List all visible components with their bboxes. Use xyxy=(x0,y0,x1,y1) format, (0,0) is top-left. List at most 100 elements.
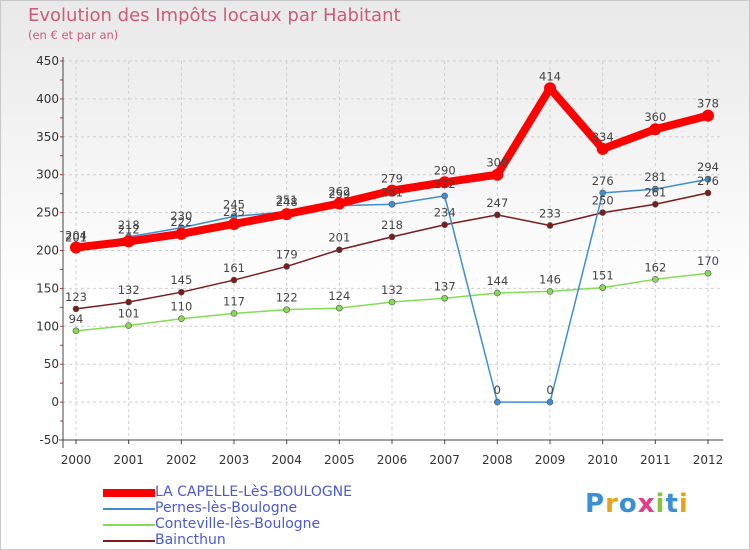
logo-letter: i xyxy=(655,489,666,519)
data-label: 0 xyxy=(546,383,553,397)
data-label: 272 xyxy=(434,177,456,191)
data-label: 117 xyxy=(223,294,245,308)
data-point xyxy=(652,185,659,193)
data-label: 290 xyxy=(434,163,456,177)
data-label: 334 xyxy=(592,130,614,144)
y-tick-label: 300 xyxy=(36,168,59,182)
data-point xyxy=(283,306,290,313)
data-point xyxy=(544,82,556,95)
legend-swatch-baincthun xyxy=(103,540,155,542)
x-tick-label: 2008 xyxy=(482,453,513,467)
series-la-capelle-l-s-boulogne xyxy=(70,82,714,254)
data-point xyxy=(230,310,238,317)
data-point xyxy=(438,176,451,189)
data-label: 235 xyxy=(223,205,245,219)
data-label: 144 xyxy=(486,274,508,288)
data-label: 233 xyxy=(539,206,561,220)
y-tick-label: -50 xyxy=(39,433,59,447)
data-label: 218 xyxy=(381,218,403,232)
x-tick-labels: 2000 2001 2002 2003 2004 2005 2006 2007 2008 2009… xyxy=(61,453,724,467)
y-tick-label: 150 xyxy=(36,281,59,295)
data-point xyxy=(336,246,343,254)
data-label: 234 xyxy=(434,206,456,220)
data-point xyxy=(441,192,448,200)
data-point xyxy=(72,327,80,335)
data-point xyxy=(228,217,240,230)
data-label: 230 xyxy=(170,209,192,223)
data-point xyxy=(178,315,185,323)
y-tick-label: 250 xyxy=(36,206,59,220)
x-tick-label: 2005 xyxy=(324,453,355,467)
logo-letter: r xyxy=(605,489,619,519)
data-point xyxy=(599,209,606,216)
y-tick-labels: -50 0 50 100 150 200 250 300 350 400 450 xyxy=(36,54,59,447)
data-point xyxy=(652,276,659,283)
data-point xyxy=(280,208,293,221)
series-layer xyxy=(70,82,714,406)
data-label: 0 xyxy=(494,383,501,397)
data-label: 101 xyxy=(118,307,140,321)
legend-label-baincthun: Baincthun xyxy=(155,532,226,548)
chart-subtitle: (en € et par an) xyxy=(28,28,119,42)
data-label: 248 xyxy=(276,195,298,209)
data-point xyxy=(704,269,712,277)
data-label: 110 xyxy=(170,300,192,314)
data-label: 222 xyxy=(170,215,192,229)
data-label: 247 xyxy=(486,196,508,210)
data-point xyxy=(175,227,188,240)
data-label: 414 xyxy=(539,69,561,83)
data-point xyxy=(546,398,554,406)
data-label: 276 xyxy=(697,174,719,188)
data-point xyxy=(388,298,396,306)
data-label: 261 xyxy=(381,185,403,199)
x-tick-label: 2003 xyxy=(219,453,250,467)
data-point xyxy=(652,200,659,208)
data-label: 360 xyxy=(644,110,666,124)
data-point xyxy=(494,211,501,219)
y-tick-label: 50 xyxy=(44,357,59,371)
data-label: 94 xyxy=(69,312,84,326)
data-label: 132 xyxy=(381,283,403,297)
data-point xyxy=(704,189,712,197)
legend-swatch-conteville xyxy=(103,524,155,526)
data-point xyxy=(388,233,396,241)
data-label: 124 xyxy=(328,289,350,303)
legend-swatch-la-capelle xyxy=(103,489,155,497)
data-point xyxy=(283,263,290,270)
logo-letter: x xyxy=(637,489,656,519)
data-label: 262 xyxy=(328,185,350,199)
legend-label-la-capelle: LA CAPELLE-LèS-BOULOGNE xyxy=(155,484,353,500)
data-point xyxy=(649,123,662,136)
data-point xyxy=(230,276,238,284)
data-point xyxy=(546,288,554,295)
data-label: 294 xyxy=(697,160,719,174)
data-point xyxy=(599,284,606,291)
data-point xyxy=(441,221,448,229)
y-tick-label: 0 xyxy=(51,395,59,409)
data-point xyxy=(704,175,712,183)
data-point xyxy=(125,298,132,306)
data-label: 151 xyxy=(592,269,614,283)
x-tick-label: 2006 xyxy=(377,453,408,467)
data-label: 137 xyxy=(434,279,456,293)
logo-letter: o xyxy=(618,489,638,519)
data-label: 170 xyxy=(697,254,719,268)
data-point xyxy=(494,398,501,406)
x-tick-label: 2011 xyxy=(640,453,671,467)
logo-letter: t xyxy=(665,489,679,519)
y-tick-label: 400 xyxy=(36,92,59,106)
data-label: 122 xyxy=(276,291,298,305)
data-label: 162 xyxy=(644,260,666,274)
data-label: 123 xyxy=(65,290,87,304)
x-tick-label: 2002 xyxy=(166,453,197,467)
data-label: 261 xyxy=(644,185,666,199)
legend-swatch-pernes xyxy=(103,508,155,510)
data-point xyxy=(491,168,504,181)
x-tick-label: 2009 xyxy=(535,453,566,467)
x-tick-label: 2012 xyxy=(693,453,724,467)
data-point xyxy=(333,197,346,210)
legend-label-conteville: Conteville-lès-Boulogne xyxy=(155,516,321,532)
data-label: 179 xyxy=(276,247,298,261)
x-tick-label: 2010 xyxy=(587,453,618,467)
